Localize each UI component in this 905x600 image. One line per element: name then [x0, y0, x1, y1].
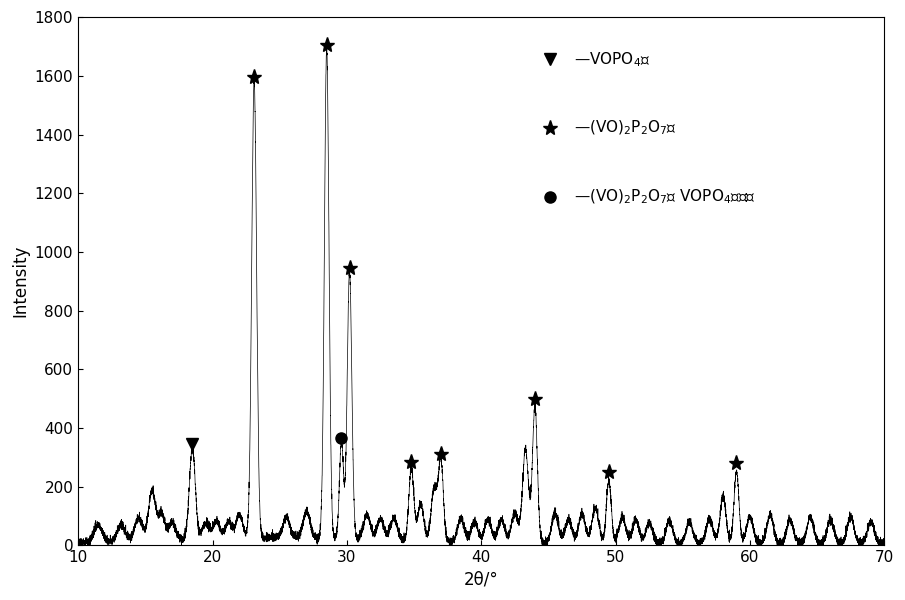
X-axis label: 2θ/°: 2θ/° — [464, 571, 499, 589]
Y-axis label: Intensity: Intensity — [11, 245, 29, 317]
Text: —(VO)$_2$P$_2$O$_7$；: —(VO)$_2$P$_2$O$_7$； — [574, 119, 677, 137]
Text: —(VO)$_2$P$_2$O$_7$与 VOPO$_4$混合相: —(VO)$_2$P$_2$O$_7$与 VOPO$_4$混合相 — [574, 188, 756, 206]
Text: —VOPO$_4$；: —VOPO$_4$； — [574, 50, 650, 69]
